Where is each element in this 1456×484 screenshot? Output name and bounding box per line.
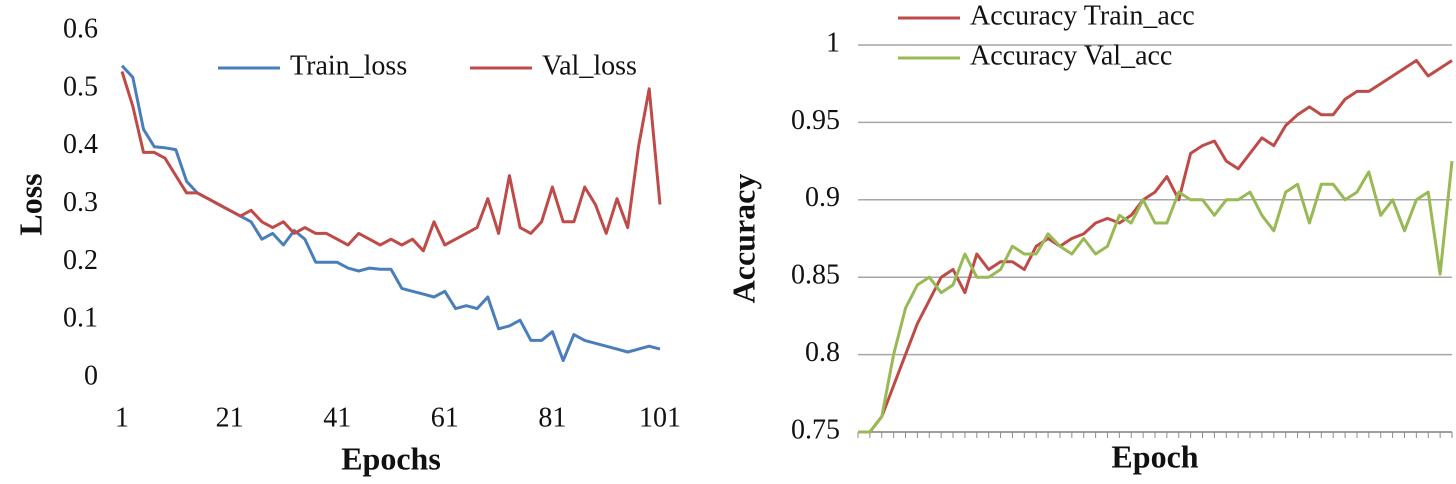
line-series [120, 71, 662, 253]
x-tick-label: 81 [538, 402, 566, 433]
legend-label: Train_loss [290, 50, 407, 81]
x-tick-label: 101 [639, 402, 681, 433]
y-tick-label: 0.5 [63, 71, 98, 102]
y-tick-label: 0.9 [805, 182, 840, 213]
line-series [858, 59, 1453, 434]
line-series [858, 160, 1454, 434]
legend-label: Accuracy Train_acc [970, 0, 1195, 31]
y-tick-label: 0.3 [63, 187, 98, 218]
x-tick-label: 21 [216, 402, 244, 433]
x-tick-label: 61 [431, 402, 459, 433]
y-tick-label: 0.1 [63, 303, 98, 334]
y-tick-label: 0.2 [63, 245, 98, 276]
legend-label: Val_loss [542, 50, 637, 81]
y-tick-label: 0.8 [805, 337, 840, 368]
y-tick-label: 0.6 [63, 13, 98, 44]
legend-label: Accuracy Val_acc [970, 40, 1172, 71]
y-tick-label: 0.95 [791, 105, 840, 136]
y-axis-title: Loss [12, 173, 48, 235]
y-tick-label: 0.85 [791, 260, 840, 291]
y-tick-label: 1 [826, 27, 840, 58]
x-tick-label: 41 [323, 402, 351, 433]
y-tick-label: 0.4 [63, 129, 98, 160]
x-axis-title: Epochs [341, 440, 441, 476]
x-axis-title: Epoch [1111, 438, 1198, 474]
y-axis-title: Accuracy [725, 174, 761, 304]
line-series [120, 64, 661, 363]
y-tick-label: 0.75 [791, 414, 840, 445]
x-tick-label: 1 [115, 402, 129, 433]
y-tick-label: 0 [84, 360, 98, 391]
